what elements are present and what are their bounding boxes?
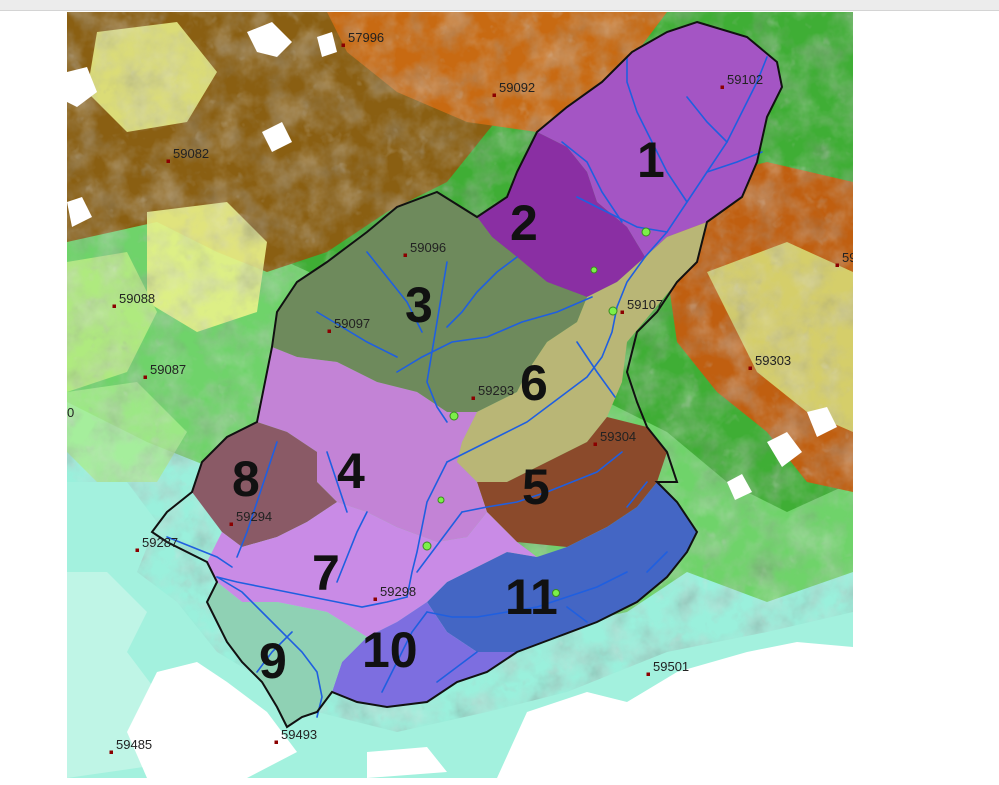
subbasin-label-10: 10 (362, 622, 418, 678)
station-marker (135, 548, 139, 552)
station-marker (593, 442, 597, 446)
station-label: 59107 (627, 297, 663, 312)
station-marker (166, 159, 170, 163)
station-marker (143, 375, 147, 379)
station-label: 59287 (142, 535, 178, 550)
station-label: 57996 (348, 30, 384, 45)
outlet-marker (552, 589, 560, 597)
outlet-marker (641, 227, 651, 237)
outlet-markers (422, 227, 651, 597)
station-marker (620, 310, 624, 314)
outlet-marker (590, 266, 598, 274)
subbasin-1-area[interactable] (537, 22, 782, 257)
subbasin-4-area[interactable] (257, 347, 487, 542)
subbasin-label-4: 4 (337, 443, 365, 499)
outlet-marker (608, 306, 618, 316)
station-label: 59097 (334, 316, 370, 331)
subbasin-labels: 1 2 3 4 5 6 78 9 10 11 (232, 132, 665, 689)
outlet-marker (422, 541, 432, 551)
station-marker (748, 366, 752, 370)
window-top-bar (0, 0, 999, 11)
watershed-map[interactable]: 57996 59092 59102 59082 59096 59088 59097 59087… (67, 12, 853, 778)
subbasin-8-area[interactable] (192, 422, 337, 547)
station-label: 59102 (727, 72, 763, 87)
basin-outline (150, 20, 784, 729)
station-marker (274, 740, 278, 744)
outlet-marker (437, 496, 445, 504)
subbasin-label-5: 5 (522, 459, 550, 515)
subbasin-label-7: 7 (312, 545, 340, 601)
station-label: 59082 (173, 146, 209, 161)
station-marker (720, 85, 724, 89)
station-label: 59092 (499, 80, 535, 95)
station-label: 59298 (380, 584, 416, 599)
station-marker (327, 329, 331, 333)
subbasin-11-area[interactable] (427, 482, 697, 652)
subbasin-7-area[interactable] (207, 502, 537, 637)
weather-stations: 5799659092591025908259096590885909759087… (67, 30, 853, 754)
subbasin-9-area[interactable] (207, 582, 367, 727)
station-label: 59493 (281, 727, 317, 742)
station-label: 59293 (478, 383, 514, 398)
subbasin-2-area[interactable] (477, 132, 645, 297)
subbasin-label-8: 8 (232, 451, 260, 507)
subbasin-6-area[interactable] (457, 222, 707, 482)
station-marker (835, 263, 839, 267)
outlet-marker (449, 411, 459, 421)
station-label: 59303 (755, 353, 791, 368)
subbasin-10-area[interactable] (332, 602, 517, 707)
station-label: 59 (842, 250, 853, 265)
station-marker (471, 396, 475, 400)
subbasins-layer (192, 22, 782, 727)
station-marker (403, 253, 407, 257)
subbasin-3-area[interactable] (272, 192, 587, 412)
station-marker (373, 597, 377, 601)
station-marker (341, 43, 345, 47)
station-label: 59485 (116, 737, 152, 752)
subbasin-label-1: 1 (637, 132, 665, 188)
station-label: 59087 (150, 362, 186, 377)
subbasin-label-11: 11 (505, 569, 558, 625)
station-marker (109, 750, 113, 754)
station-label: 59096 (410, 240, 446, 255)
station-label: 59304 (600, 429, 636, 444)
subbasin-label-3: 3 (405, 277, 433, 333)
station-marker (112, 304, 116, 308)
station-label: 59501 (653, 659, 689, 674)
subbasin-label-2: 2 (510, 195, 538, 251)
station-marker (229, 522, 233, 526)
station-label: 59088 (119, 291, 155, 306)
river-network (166, 56, 768, 718)
station-label: 0 (67, 405, 74, 420)
station-marker (492, 93, 496, 97)
subbasin-label-6: 6 (520, 355, 548, 411)
station-label: 59294 (236, 509, 272, 524)
subbasin-label-9: 9 (259, 633, 287, 689)
station-marker (646, 672, 650, 676)
